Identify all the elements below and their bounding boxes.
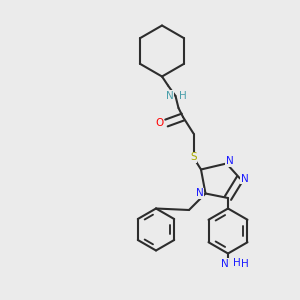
Text: H: H bbox=[179, 91, 187, 101]
Text: H: H bbox=[233, 257, 241, 268]
Text: N: N bbox=[166, 91, 174, 101]
Text: N: N bbox=[226, 156, 233, 166]
Text: N: N bbox=[220, 259, 228, 269]
Text: N: N bbox=[196, 188, 204, 199]
Text: N: N bbox=[241, 173, 248, 184]
Text: O: O bbox=[155, 118, 163, 128]
Text: S: S bbox=[190, 152, 197, 163]
Text: H: H bbox=[241, 259, 248, 269]
